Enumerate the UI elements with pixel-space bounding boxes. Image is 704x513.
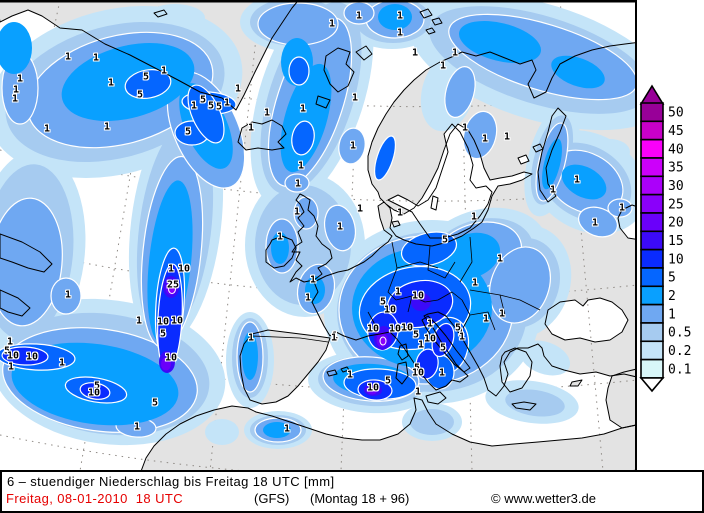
legend-arrow-bottom xyxy=(639,377,665,393)
legend-value: 30 xyxy=(668,179,684,194)
legend-value: 0.1 xyxy=(668,362,691,377)
model-name: (GFS) xyxy=(254,491,290,506)
map-title: 6 – stuendiger Niederschlag bis Freitag … xyxy=(7,474,335,489)
model-run: (Montag 18 + 96) xyxy=(310,491,410,506)
legend-cell xyxy=(640,267,664,288)
legend-value: 2 xyxy=(668,289,676,304)
legend-value: 5 xyxy=(668,271,676,286)
credit-link[interactable]: © www.wetter3.de xyxy=(491,491,596,506)
legend-cell xyxy=(640,322,664,343)
legend-value: 35 xyxy=(668,161,684,176)
map-right-border xyxy=(635,0,637,471)
legend-cell xyxy=(640,212,664,233)
legend-cell xyxy=(640,138,664,159)
legend-cell xyxy=(640,340,664,361)
legend-cell xyxy=(640,358,664,379)
legend-cell xyxy=(640,248,664,269)
legend-value: 25 xyxy=(668,197,684,212)
legend-cell xyxy=(640,303,664,324)
legend-value: 0.5 xyxy=(668,326,691,341)
legend-value: 0.2 xyxy=(668,344,691,359)
legend-value: 10 xyxy=(668,252,684,267)
caption-box: 6 – stuendiger Niederschlag bis Freitag … xyxy=(0,470,704,513)
legend-cell xyxy=(640,102,664,123)
precipitation-legend: 50 45 40 35 30 25 20 15 10 5 2 1 0.5 0.2 0.1 xyxy=(637,0,704,471)
legend-cell xyxy=(640,230,664,251)
valid-datetime: Freitag, 08-01-2010 18 UTC xyxy=(6,491,183,506)
map-top-border xyxy=(0,0,637,3)
legend-colorbar: 50 45 40 35 30 25 20 15 10 5 2 1 0.5 0.2 0.1 xyxy=(639,84,691,393)
legend-value: 1 xyxy=(668,307,676,322)
legend-value: 20 xyxy=(668,216,684,231)
precipitation-field xyxy=(0,0,637,449)
legend-cell xyxy=(640,193,664,214)
legend-cell xyxy=(640,175,664,196)
legend-cell xyxy=(640,157,664,178)
legend-value: 15 xyxy=(668,234,684,249)
legend-value: 45 xyxy=(668,124,684,139)
legend-value: 40 xyxy=(668,142,684,157)
legend-cell xyxy=(640,285,664,306)
legend-cell xyxy=(640,120,664,141)
legend-value: 50 xyxy=(668,106,684,121)
country-borders xyxy=(251,236,541,343)
precipitation-map xyxy=(0,0,637,471)
